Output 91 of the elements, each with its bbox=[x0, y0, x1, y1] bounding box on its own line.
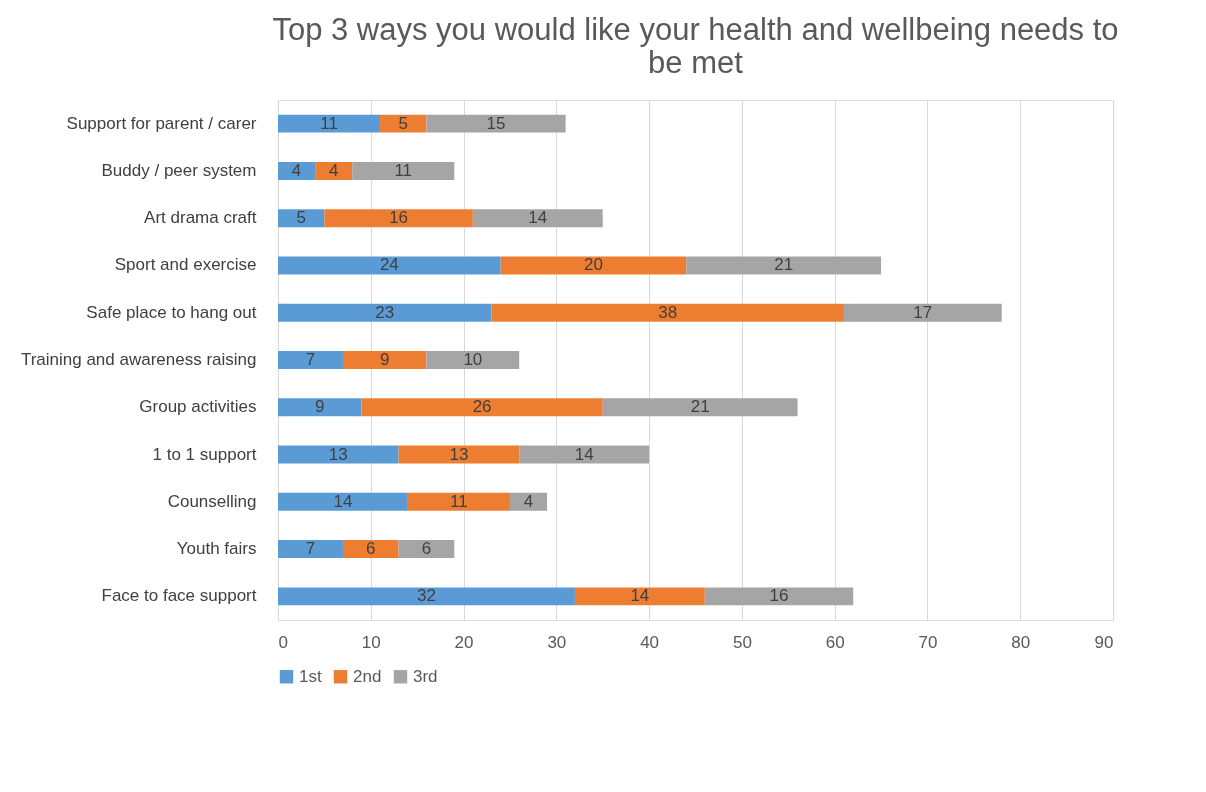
y-tick-label: Art drama craft bbox=[144, 208, 257, 228]
x-tick-label: 60 bbox=[825, 632, 845, 652]
bar bbox=[278, 445, 399, 464]
data-label: 24 bbox=[379, 255, 399, 275]
bar bbox=[278, 492, 408, 511]
data-label: 32 bbox=[416, 586, 436, 606]
bar bbox=[704, 587, 854, 606]
legend-label: 1st bbox=[299, 666, 322, 686]
data-label: 6 bbox=[421, 539, 432, 559]
bar bbox=[278, 398, 362, 417]
bar bbox=[602, 398, 798, 417]
bar bbox=[574, 587, 705, 606]
data-label: 13 bbox=[449, 444, 469, 464]
bar bbox=[398, 445, 520, 464]
data-label: 23 bbox=[375, 302, 395, 322]
bar bbox=[278, 587, 575, 606]
bar bbox=[278, 351, 343, 369]
data-label: 4 bbox=[328, 160, 339, 180]
bar bbox=[352, 161, 455, 180]
data-label: 11 bbox=[320, 113, 338, 133]
bar bbox=[278, 114, 381, 133]
data-label: 9 bbox=[379, 350, 390, 369]
x-tick-label: 10 bbox=[361, 632, 381, 652]
data-label: 7 bbox=[305, 350, 316, 369]
bar bbox=[686, 256, 882, 275]
data-label: 17 bbox=[913, 302, 933, 322]
bar bbox=[500, 256, 687, 275]
x-tick-label: 90 bbox=[1094, 632, 1114, 652]
data-label: 14 bbox=[333, 491, 353, 511]
bar bbox=[407, 492, 510, 511]
x-tick-label: 80 bbox=[1011, 632, 1031, 652]
bar bbox=[398, 540, 455, 559]
y-tick-label: Sport and exercise bbox=[114, 255, 257, 275]
data-label: 13 bbox=[328, 444, 348, 464]
data-label: 7 bbox=[305, 539, 316, 559]
y-tick-label: Youth fairs bbox=[176, 539, 257, 559]
y-tick-label: Support for parent / carer bbox=[66, 113, 257, 133]
data-label: 16 bbox=[769, 586, 789, 606]
bar bbox=[278, 209, 325, 228]
data-label: 11 bbox=[450, 491, 468, 511]
bar bbox=[278, 161, 316, 180]
bar bbox=[380, 114, 427, 133]
data-label: 26 bbox=[472, 397, 492, 417]
y-tick-label: Training and awareness raising bbox=[20, 350, 257, 369]
bar bbox=[519, 445, 650, 464]
legend-label: 3rd bbox=[413, 666, 438, 686]
bar bbox=[361, 398, 603, 417]
bar bbox=[324, 209, 473, 228]
y-tick-label: Safe place to hang out bbox=[86, 302, 257, 322]
bar bbox=[426, 351, 520, 369]
data-label: 6 bbox=[366, 539, 376, 559]
bar bbox=[426, 114, 566, 133]
y-tick-label: Counselling bbox=[167, 491, 257, 511]
data-label: 15 bbox=[486, 113, 506, 133]
bar bbox=[278, 303, 492, 322]
data-label: 38 bbox=[658, 302, 678, 322]
legend-label: 2nd bbox=[353, 666, 382, 686]
bar bbox=[342, 351, 427, 369]
bar bbox=[472, 209, 603, 228]
x-tick-label: 30 bbox=[547, 632, 567, 652]
y-tick-label: Group activities bbox=[139, 397, 257, 417]
bar bbox=[278, 540, 343, 559]
data-label: 4 bbox=[523, 491, 534, 511]
bar bbox=[315, 161, 353, 180]
y-tick-label: Buddy / peer system bbox=[101, 160, 257, 180]
x-tick-label: 20 bbox=[454, 632, 474, 652]
y-tick-label: Face to face support bbox=[101, 586, 257, 606]
data-label: 5 bbox=[398, 113, 408, 133]
y-tick-label: 1 to 1 support bbox=[152, 444, 257, 464]
x-tick-label: 50 bbox=[732, 632, 752, 652]
x-tick-label: 40 bbox=[640, 632, 660, 652]
data-label: 20 bbox=[583, 255, 603, 275]
data-label: 14 bbox=[574, 444, 594, 464]
chart-title: Top 3 ways you would like your health and wellbeing needs to be met bbox=[272, 12, 1119, 80]
data-label: 5 bbox=[296, 208, 306, 228]
data-label: 10 bbox=[463, 350, 483, 369]
data-label: 14 bbox=[528, 208, 548, 228]
data-label: 9 bbox=[315, 397, 325, 417]
bar bbox=[342, 540, 399, 559]
bar bbox=[278, 256, 501, 275]
data-label: 11 bbox=[394, 160, 413, 180]
x-tick-label: 70 bbox=[918, 632, 938, 652]
data-label: 16 bbox=[389, 208, 409, 228]
data-label: 21 bbox=[690, 397, 710, 417]
data-label: 4 bbox=[291, 160, 302, 180]
bar bbox=[509, 492, 548, 511]
x-tick-label: 0 bbox=[278, 632, 288, 652]
data-label: 14 bbox=[630, 586, 650, 606]
bar bbox=[843, 303, 1002, 322]
data-label: 21 bbox=[774, 255, 794, 275]
bar bbox=[491, 303, 844, 322]
